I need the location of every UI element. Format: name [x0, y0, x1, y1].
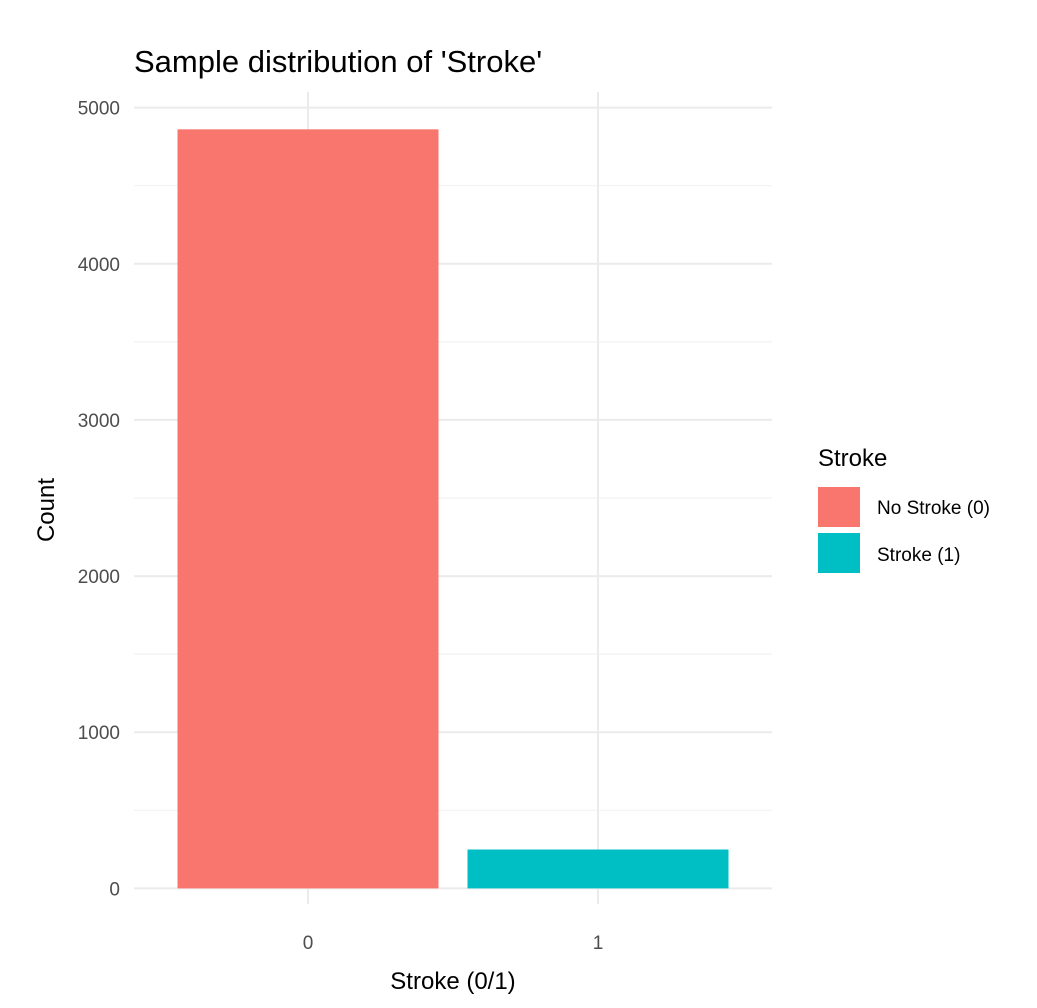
legend-swatch-stroke — [818, 533, 860, 573]
y-tick-label: 5000 — [78, 99, 120, 120]
bar-1 — [467, 849, 729, 889]
x-tick-label: 0 — [303, 933, 314, 954]
y-tick-label: 1000 — [78, 723, 120, 744]
bars-layer — [177, 129, 729, 889]
legend-title: Stroke — [818, 445, 887, 472]
y-axis-title: Count — [33, 478, 60, 542]
chart-title: Sample distribution of 'Stroke' — [134, 44, 542, 79]
y-tick-label: 2000 — [78, 567, 120, 588]
y-tick-label: 3000 — [78, 411, 120, 432]
legend-swatch-no-stroke — [818, 487, 860, 527]
legend-label-no-stroke: No Stroke (0) — [877, 498, 990, 519]
legend: Stroke No Stroke (0) Stroke (1) — [818, 445, 990, 573]
x-tick-label: 1 — [593, 933, 604, 954]
y-tick-label: 0 — [109, 879, 120, 900]
y-tick-labels: 0 1000 2000 3000 4000 5000 — [78, 99, 120, 901]
legend-label-stroke: Stroke (1) — [877, 545, 960, 566]
y-tick-label: 4000 — [78, 255, 120, 276]
bar-0 — [177, 129, 439, 889]
x-axis-title: Stroke (0/1) — [390, 968, 515, 995]
